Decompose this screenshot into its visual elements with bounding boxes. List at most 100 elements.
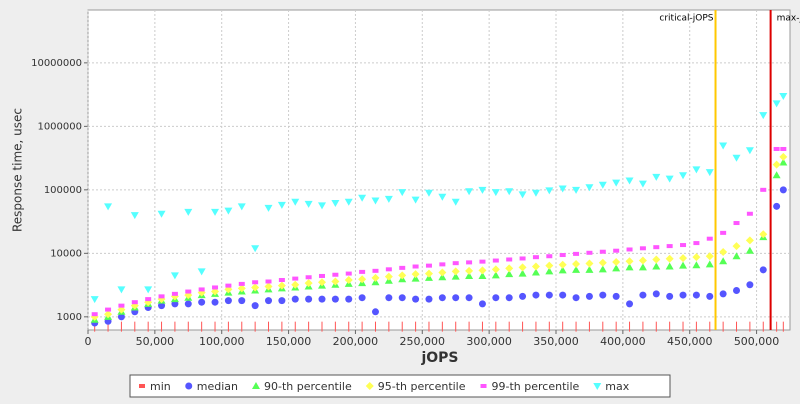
- marker: [465, 294, 473, 302]
- marker: [719, 290, 727, 298]
- marker: [227, 321, 229, 332]
- marker: [198, 287, 205, 292]
- marker: [545, 261, 554, 270]
- marker: [639, 246, 646, 251]
- marker: [358, 294, 366, 302]
- marker: [211, 287, 220, 296]
- marker: [532, 291, 540, 299]
- x-tick-label: 250,000: [400, 335, 446, 348]
- marker: [733, 221, 740, 226]
- marker: [344, 198, 353, 206]
- marker: [264, 282, 273, 291]
- marker: [599, 291, 607, 299]
- marker: [679, 291, 687, 299]
- marker: [252, 280, 259, 285]
- marker: [782, 321, 784, 332]
- marker: [465, 271, 474, 279]
- marker: [495, 321, 497, 332]
- plot-area: [87, 9, 791, 331]
- marker: [666, 244, 673, 249]
- marker: [706, 292, 714, 300]
- marker: [345, 271, 352, 276]
- marker: [398, 189, 407, 197]
- marker: [586, 250, 593, 255]
- marker: [545, 291, 553, 299]
- marker: [348, 321, 350, 332]
- marker: [505, 264, 514, 273]
- marker: [652, 173, 661, 181]
- y-tick-label: 1000000: [37, 121, 82, 132]
- marker: [197, 268, 206, 276]
- marker: [572, 265, 581, 273]
- marker: [598, 265, 607, 273]
- marker: [171, 291, 178, 296]
- marker: [669, 321, 671, 332]
- marker: [277, 281, 286, 290]
- marker: [612, 179, 621, 187]
- marker: [625, 263, 634, 271]
- marker: [572, 186, 581, 194]
- marker: [613, 248, 620, 253]
- marker: [638, 256, 647, 265]
- marker: [372, 268, 379, 273]
- marker: [212, 285, 219, 290]
- marker: [545, 187, 554, 195]
- marker: [278, 278, 285, 283]
- marker: [291, 295, 299, 303]
- marker: [545, 267, 554, 275]
- marker: [666, 292, 674, 300]
- marker: [639, 291, 647, 299]
- y-tick-label: 100000: [44, 185, 82, 196]
- marker: [158, 294, 165, 299]
- marker: [305, 295, 313, 303]
- marker: [158, 302, 166, 310]
- marker: [612, 264, 621, 272]
- marker: [238, 297, 246, 305]
- marker: [201, 321, 203, 332]
- marker: [134, 321, 136, 332]
- marker: [638, 180, 647, 188]
- marker: [292, 276, 299, 281]
- legend-box: [129, 374, 671, 398]
- marker: [466, 260, 473, 265]
- marker: [779, 152, 788, 161]
- marker: [318, 295, 326, 303]
- marker: [268, 321, 270, 332]
- marker: [344, 276, 353, 285]
- marker: [585, 265, 594, 273]
- marker: [780, 146, 787, 151]
- marker: [598, 181, 607, 189]
- marker: [492, 258, 499, 263]
- marker: [759, 266, 767, 274]
- marker: [104, 310, 113, 319]
- marker: [665, 262, 674, 270]
- marker: [185, 289, 192, 294]
- marker: [720, 230, 727, 235]
- marker: [385, 267, 392, 272]
- x-tick-label: 50,000: [136, 335, 175, 348]
- marker: [585, 292, 593, 300]
- marker: [385, 294, 393, 302]
- marker: [546, 254, 553, 259]
- marker: [719, 142, 728, 150]
- marker: [251, 283, 260, 292]
- marker: [451, 267, 460, 276]
- marker: [585, 184, 594, 192]
- marker: [438, 294, 446, 302]
- marker: [170, 272, 179, 280]
- marker: [705, 169, 714, 177]
- marker: [161, 321, 163, 332]
- marker: [425, 295, 433, 303]
- marker: [518, 269, 527, 277]
- marker: [91, 312, 98, 317]
- marker: [157, 210, 166, 218]
- marker: [120, 321, 122, 332]
- legend-label: 90-th percentile: [264, 380, 352, 393]
- marker: [465, 266, 474, 275]
- marker: [518, 191, 527, 199]
- marker: [441, 321, 443, 332]
- marker: [522, 321, 524, 332]
- marker: [294, 321, 296, 332]
- marker: [599, 249, 606, 254]
